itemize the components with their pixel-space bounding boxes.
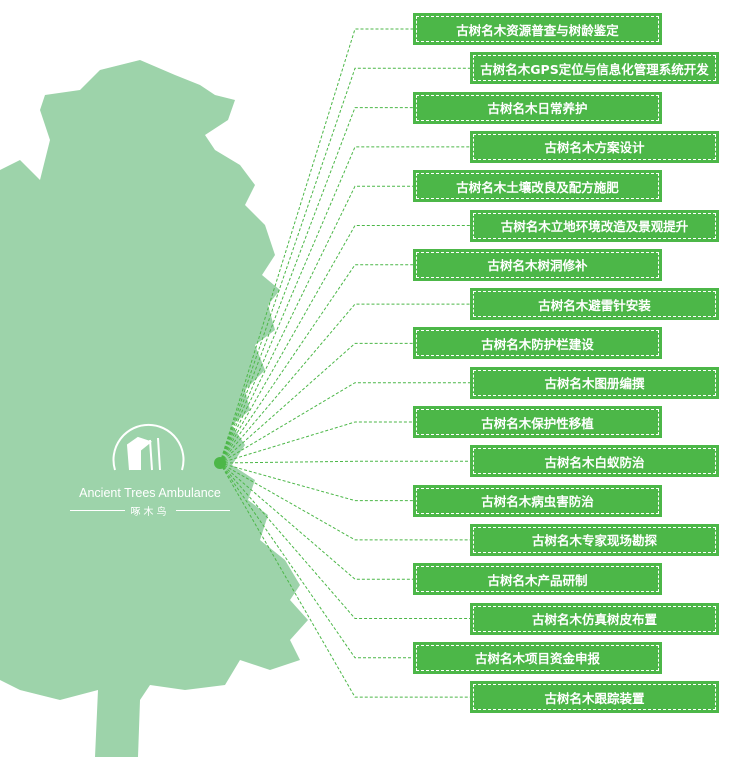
service-label: 古树名木树洞修补 xyxy=(416,251,659,278)
service-box: 古树名木方案设计 xyxy=(470,130,719,163)
connector-line xyxy=(219,462,470,541)
service-label: 古树名木跟踪装置 xyxy=(473,684,716,711)
connector-line xyxy=(219,462,470,698)
origin-dot xyxy=(214,457,226,469)
connector-line xyxy=(219,28,413,464)
connector-line xyxy=(219,67,470,464)
service-label: 古树名木避雷针安装 xyxy=(473,291,716,318)
service-box: 古树名木保护性移植 xyxy=(413,406,662,438)
service-box: 古树名木避雷针安装 xyxy=(470,288,719,321)
service-label: 古树名木仿真树皮布置 xyxy=(473,605,716,632)
service-box: 古树名木产品研制 xyxy=(413,563,662,596)
service-label: 古树名木白蚁防治 xyxy=(473,448,716,475)
connector-line xyxy=(219,303,470,464)
service-box: 古树名木资源普查与树龄鉴定 xyxy=(413,13,662,45)
service-box: 古树名木图册编撰 xyxy=(470,366,719,399)
connector-line xyxy=(219,462,413,580)
service-box: 古树名木专家现场勘探 xyxy=(470,523,719,556)
connector-line xyxy=(219,462,470,619)
service-box: 古树名木白蚁防治 xyxy=(470,445,719,478)
service-label: 古树名木方案设计 xyxy=(473,133,716,160)
service-box: 古树名木防护栏建设 xyxy=(413,327,662,360)
service-label: 古树名木立地环境改造及景观提升 xyxy=(473,212,716,239)
service-box: 古树名木病虫害防治 xyxy=(413,484,662,517)
service-box: 古树名木土壤改良及配方施肥 xyxy=(413,170,662,203)
service-label: 古树名木土壤改良及配方施肥 xyxy=(416,173,659,200)
connector-line xyxy=(219,462,413,502)
service-box: 古树名木仿真树皮布置 xyxy=(470,602,719,635)
connector-line xyxy=(219,421,413,464)
service-label: 古树名木项目资金申报 xyxy=(416,644,659,671)
connector-lines xyxy=(219,28,470,698)
connector-line xyxy=(219,146,470,464)
service-label: 古树名木防护栏建设 xyxy=(416,330,659,357)
connector-line xyxy=(219,225,470,464)
service-box: 古树名木跟踪装置 xyxy=(470,681,719,714)
service-label: 古树名木产品研制 xyxy=(416,566,659,593)
connector-line xyxy=(219,462,413,659)
tree-shape xyxy=(0,60,308,757)
connector-line xyxy=(219,342,413,464)
service-label: 古树名木专家现场勘探 xyxy=(473,526,716,553)
logo-title: Ancient Trees Ambulance xyxy=(79,486,221,500)
connector-line xyxy=(219,107,413,464)
service-label: 古树名木保护性移植 xyxy=(416,409,659,435)
service-label: 古树名木GPS定位与信息化管理系统开发 xyxy=(473,55,716,82)
service-box: 古树名木日常养护 xyxy=(413,91,662,124)
service-box: 古树名木GPS定位与信息化管理系统开发 xyxy=(470,52,719,85)
service-label: 古树名木资源普查与树龄鉴定 xyxy=(416,16,659,42)
service-label: 古树名木日常养护 xyxy=(416,94,659,121)
connector-line xyxy=(219,185,413,464)
woodpecker-logo-icon xyxy=(112,423,185,471)
connector-line xyxy=(219,460,470,464)
service-box: 古树名木立地环境改造及景观提升 xyxy=(470,209,719,242)
service-label: 古树名木病虫害防治 xyxy=(416,487,659,514)
service-label: 古树名木图册编撰 xyxy=(473,369,716,396)
service-box: 古树名木树洞修补 xyxy=(413,248,662,281)
service-box: 古树名木项目资金申报 xyxy=(413,641,662,674)
logo-subtitle: 啄木鸟 xyxy=(70,503,230,518)
connector-line xyxy=(219,382,470,464)
